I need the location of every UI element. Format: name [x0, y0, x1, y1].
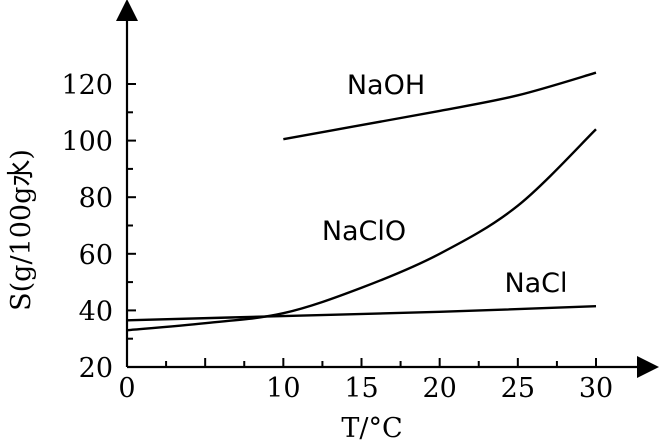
series-line-nacl [126, 304, 597, 322]
y-tick-label: 20 [79, 353, 113, 384]
x-axis-title: T/°C [341, 413, 402, 444]
x-tick-label: 0 [118, 373, 135, 404]
x-tick-label: 20 [422, 373, 456, 404]
y-tick-label: 120 [61, 70, 113, 101]
x-tick-label: 25 [501, 373, 535, 404]
y-tick-label: 100 [61, 127, 113, 158]
series-label-naclo: NaClO [322, 216, 406, 247]
x-tick-label: 10 [266, 373, 300, 404]
y-tick-label: 40 [79, 296, 113, 327]
series-line-naoh [283, 71, 597, 141]
y-tick-label: 80 [79, 183, 113, 214]
series-label-naoh: NaOH [347, 70, 425, 101]
series-line-naclo [126, 128, 597, 332]
x-tick-label: 15 [344, 373, 378, 404]
y-tick-label: 60 [79, 240, 113, 271]
series-label-nacl: NaCl [504, 268, 567, 299]
y-axis-title: S(g/100g水) [6, 149, 37, 311]
x-tick-label: 30 [579, 373, 613, 404]
